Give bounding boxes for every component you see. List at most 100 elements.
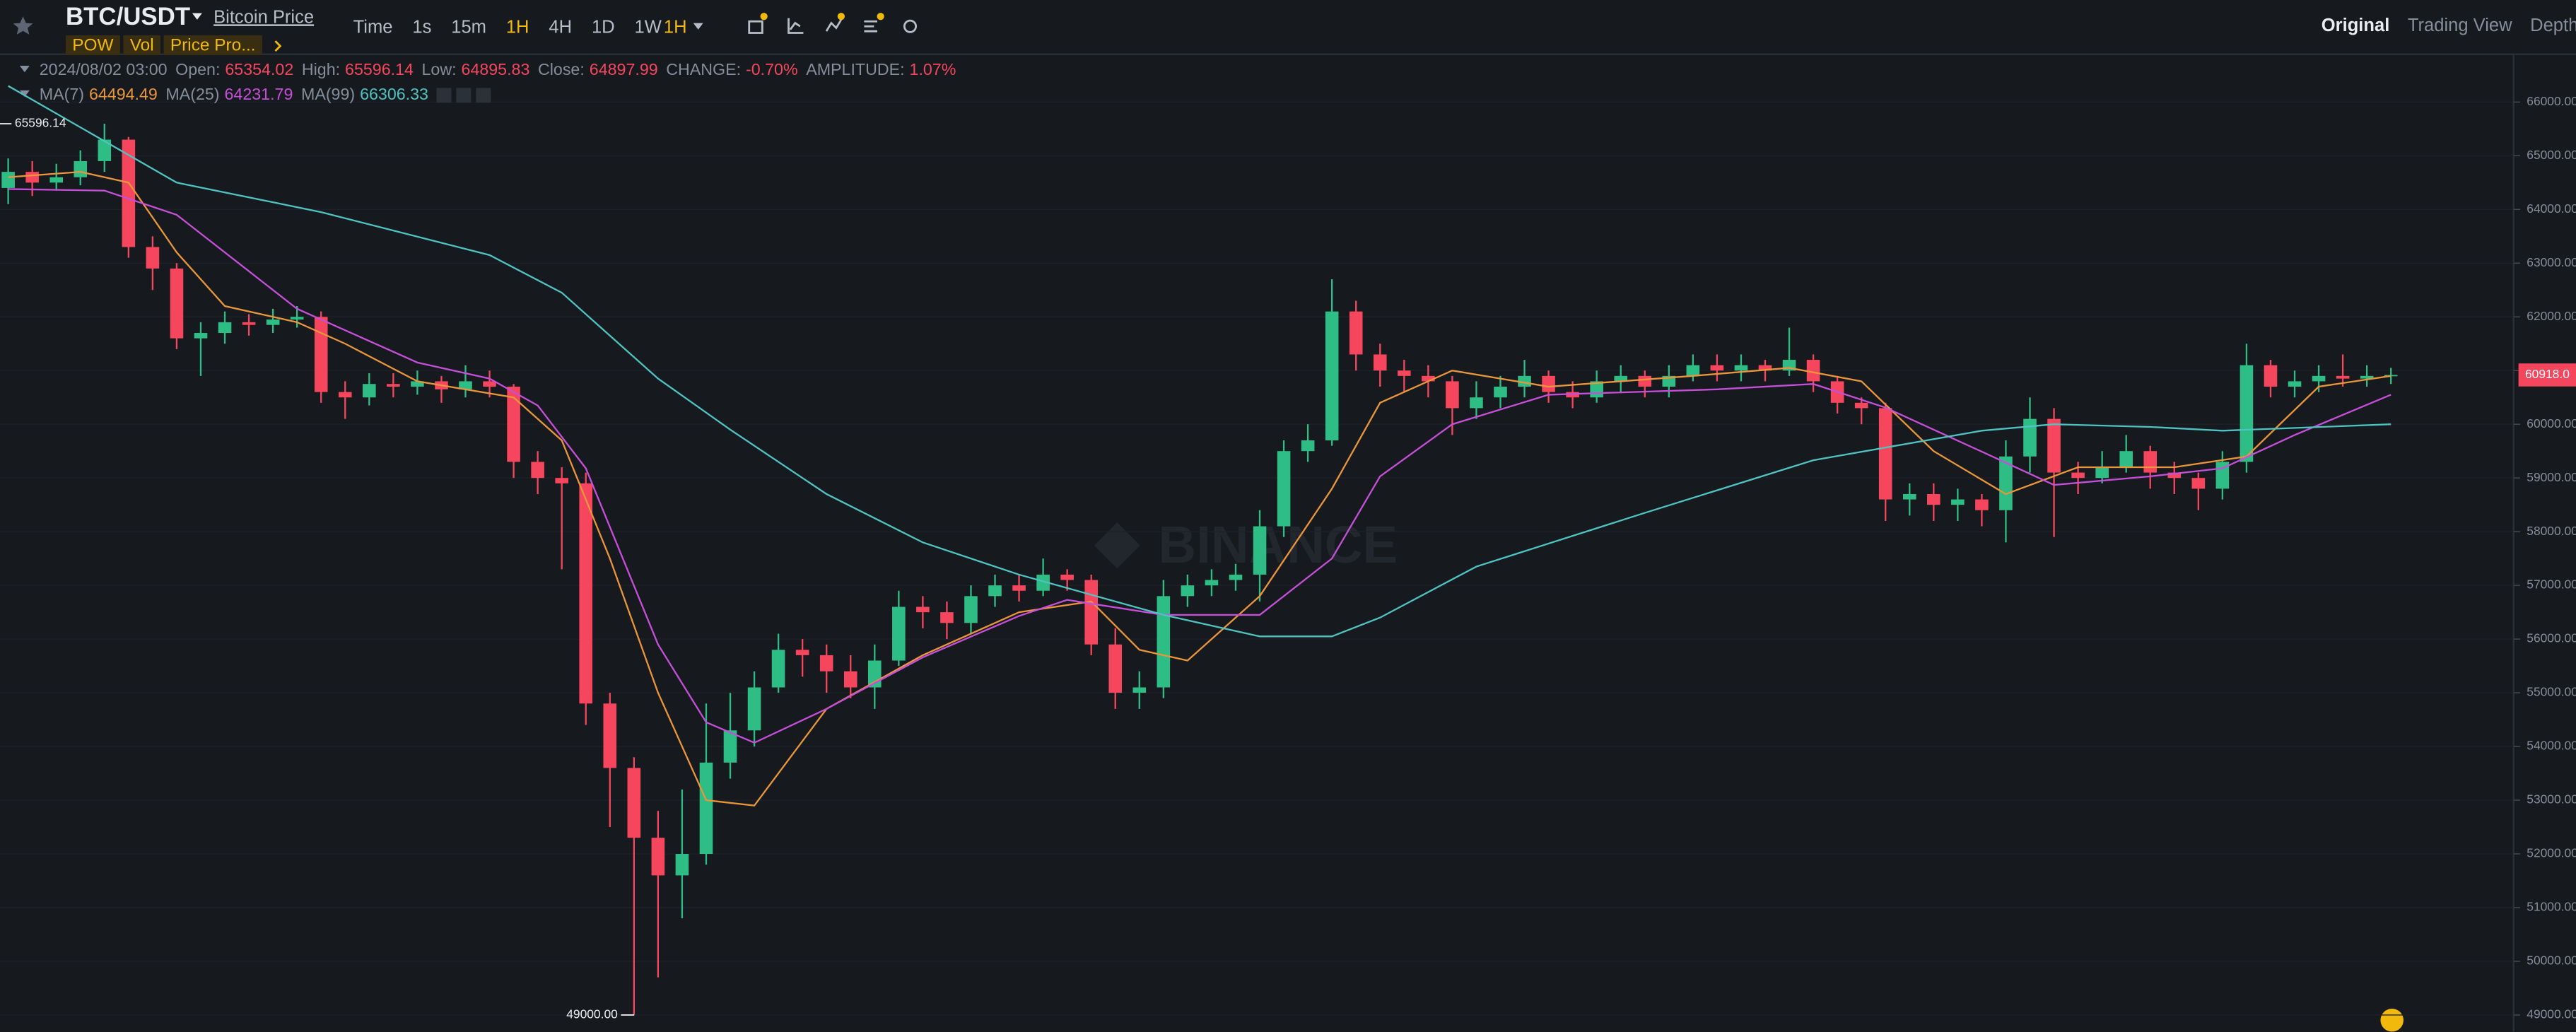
collapse-caret[interactable] [19, 65, 30, 73]
tool-icon[interactable] [864, 20, 878, 33]
ma-line [8, 85, 2391, 638]
tag-background [123, 35, 160, 55]
candle-body [1060, 574, 1074, 580]
candle-body [1, 172, 15, 188]
candle-body [651, 838, 665, 876]
candle-body [723, 730, 737, 763]
legend-name: MA(25) [165, 85, 219, 103]
y-tick-label: 60000.00 [2527, 416, 2576, 430]
candle-date: 2024/08/02 03:00 [40, 60, 168, 78]
candle-body [1446, 381, 1459, 409]
candle-body [1878, 408, 1892, 500]
tool-icon[interactable] [788, 18, 804, 34]
candle-body [2312, 375, 2326, 382]
y-tick-label: 53000.00 [2527, 792, 2576, 807]
candle-body [1301, 440, 1315, 452]
help-button[interactable] [2380, 1008, 2404, 1032]
candle-body [363, 384, 376, 398]
indicator-tag[interactable]: Price Pro... [170, 36, 256, 55]
candle-body [988, 585, 1002, 597]
candle-body [1902, 493, 1916, 500]
candle-body [338, 392, 352, 398]
legend-icon[interactable] [456, 88, 472, 103]
y-tick-label: 59000.00 [2527, 470, 2576, 484]
candle-body [1205, 580, 1219, 586]
candle-body [2240, 365, 2254, 462]
candle-body [1854, 402, 1868, 409]
view-tab[interactable]: Depth [2530, 16, 2576, 35]
tag-background [163, 35, 262, 55]
candle-body [531, 462, 544, 479]
y-tick-label: 56000.00 [2527, 631, 2576, 645]
interval-button[interactable]: 1W [635, 17, 662, 37]
ma-line [8, 188, 2391, 744]
legend-name: MA(7) [40, 85, 84, 103]
settings-icon[interactable] [903, 19, 918, 33]
candle-body [1398, 370, 1411, 376]
coin-link[interactable]: Bitcoin Price [213, 7, 314, 27]
interval-caret[interactable] [693, 23, 703, 30]
stat-value: 1.07% [910, 60, 956, 78]
view-tab[interactable]: Trading View [2408, 16, 2512, 35]
candle-body [1373, 354, 1387, 371]
y-tick-label: 55000.00 [2527, 685, 2576, 699]
collapse-caret[interactable] [19, 90, 30, 98]
symbol-caret[interactable] [192, 13, 202, 20]
symbol[interactable]: BTC/USDT [66, 3, 190, 30]
candle-body [555, 478, 568, 483]
candle-body [1734, 365, 1748, 371]
candle-body [98, 139, 112, 161]
candle-body [1686, 365, 1700, 376]
candle-body [1999, 456, 2013, 510]
candle-body [1132, 687, 1147, 693]
interval-dropdown[interactable]: 1H [664, 17, 687, 37]
candle-body [1542, 375, 1555, 392]
dot [837, 13, 845, 20]
toolbar-dots [760, 13, 884, 20]
candle-body [2288, 381, 2302, 387]
tag-more[interactable] [274, 40, 282, 52]
legend-icon[interactable] [476, 88, 491, 103]
candle-body [74, 160, 88, 177]
stat-value: 64895.83 [462, 60, 530, 78]
candle-body [146, 247, 160, 269]
last-price-tag [2518, 363, 2576, 387]
candle-body [747, 687, 761, 731]
favorite-star[interactable] [13, 16, 33, 35]
candle-body [1325, 311, 1339, 440]
legend-icon[interactable] [436, 88, 452, 103]
stat-label: AMPLITUDE: [806, 60, 904, 78]
y-tick-label: 65000.00 [2527, 148, 2576, 162]
candle-body [314, 317, 328, 392]
stat-value: 65596.14 [345, 60, 414, 78]
indicator-tag[interactable]: Vol [130, 36, 154, 55]
interval-button[interactable]: 15m [451, 17, 486, 37]
stat-label: Low: [422, 60, 457, 78]
candle-body [2191, 478, 2206, 489]
view-tab[interactable]: Original [2322, 16, 2390, 35]
candle-body [218, 322, 232, 334]
candle-body [964, 596, 978, 623]
candle-body [819, 655, 833, 672]
indicator-tag[interactable]: POW [72, 36, 113, 55]
y-tick-label: 50000.00 [2527, 954, 2576, 968]
stat-value: 64897.99 [590, 60, 658, 78]
tool-icon[interactable] [825, 19, 843, 32]
interval-button[interactable]: 1H [506, 17, 529, 37]
candle-body [579, 483, 593, 704]
interval-button[interactable]: 4H [549, 17, 572, 37]
candle-body [1108, 644, 1123, 693]
legend-value: 66306.33 [360, 85, 428, 103]
candle-body [940, 612, 954, 623]
tool-icon[interactable] [748, 20, 763, 34]
interval-button[interactable]: Time [353, 17, 393, 37]
min-label: 49000.00 [566, 1007, 618, 1021]
interval-button[interactable]: 1D [592, 17, 615, 37]
interval-button[interactable]: 1s [412, 17, 431, 37]
candle-body [1349, 311, 1363, 355]
y-tick-label: 66000.00 [2527, 94, 2576, 108]
candle-body [49, 177, 64, 183]
candle-body [2071, 472, 2085, 479]
dot [877, 13, 884, 20]
